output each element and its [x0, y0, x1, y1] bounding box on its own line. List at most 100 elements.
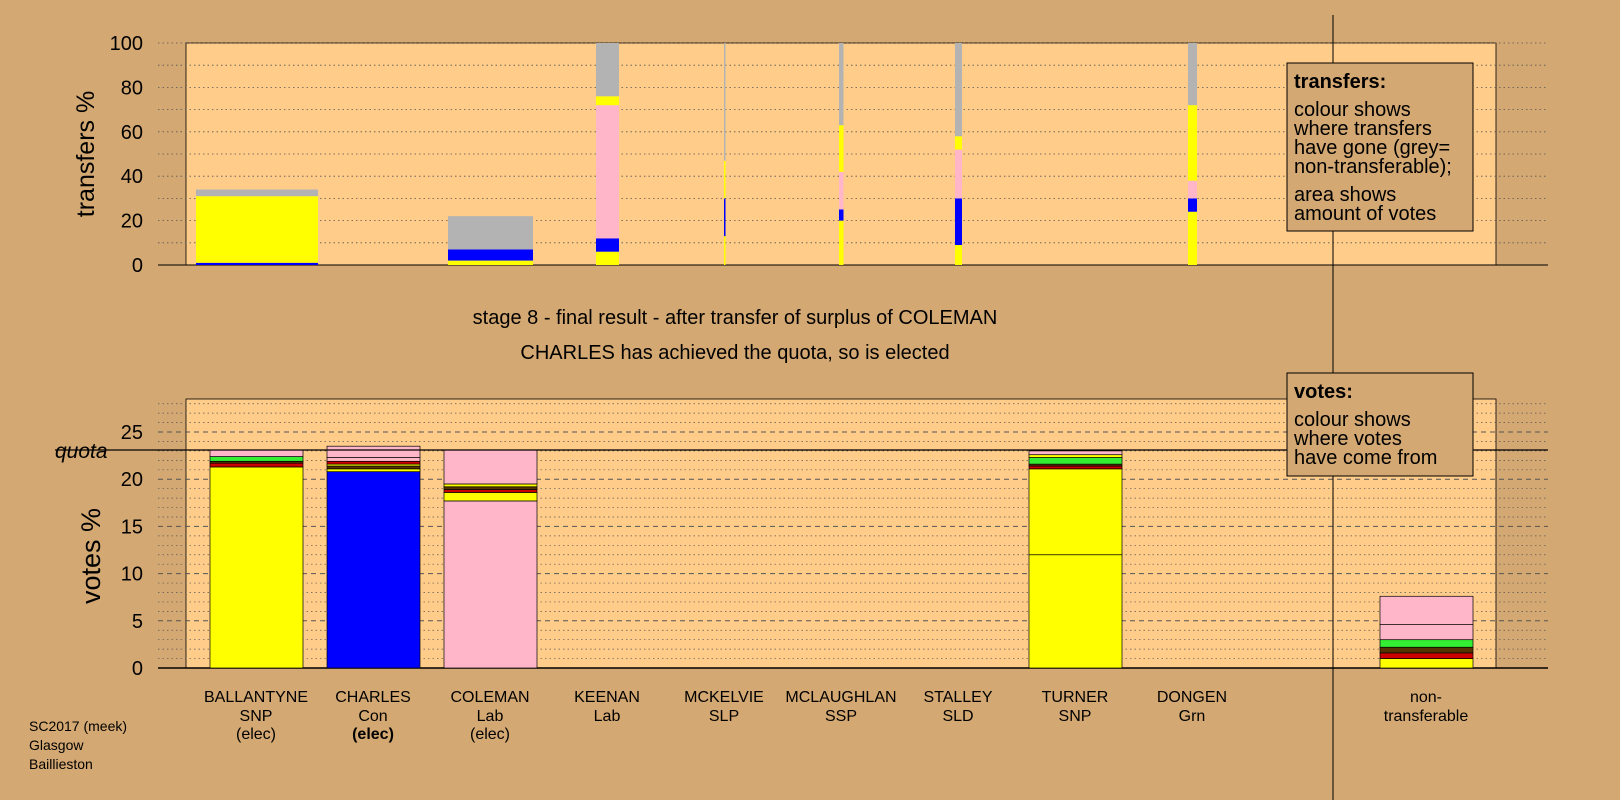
legend-transfers-title: transfers:: [1294, 71, 1386, 93]
legend-votes-line: where votes: [1293, 428, 1402, 450]
legend-votes-title: votes:: [1294, 381, 1353, 403]
legend-transfers-line: area shows: [1294, 184, 1396, 206]
vote-segment: [1028, 468, 1123, 556]
transfer-segment: [196, 196, 318, 257]
candidate-party: SLD: [942, 708, 973, 725]
transfer-segment: [955, 43, 962, 137]
transfer-segment: [955, 149, 962, 199]
votes-tick-label: 5: [132, 611, 143, 633]
vote-segment: [326, 471, 421, 669]
vote-segment: [326, 457, 421, 462]
candidate-party: Con: [358, 708, 387, 725]
transfer-segment: [196, 189, 318, 197]
vote-segment: [326, 465, 421, 470]
candidate-status: (elec): [236, 726, 276, 743]
transfer-segment: [596, 43, 619, 97]
vote-segment: [1028, 450, 1123, 456]
nontransferable-label-line: transferable: [1384, 708, 1469, 725]
transfers-tick-label: 0: [132, 255, 143, 277]
vote-segment: [1028, 465, 1123, 470]
transfer-segment: [724, 198, 726, 237]
candidate-party: Grn: [1179, 708, 1206, 725]
transfer-segment: [596, 238, 619, 252]
vote-segment: [1028, 554, 1123, 669]
vote-segment: [1379, 639, 1474, 648]
candidate-name: MCKELVIE: [684, 689, 764, 706]
candidate-name: DONGEN: [1157, 689, 1227, 706]
candidate-party: Lab: [594, 708, 621, 725]
nontransferable-label-line: non-: [1410, 689, 1442, 706]
transfer-segment: [839, 209, 844, 221]
transfer-segment: [1188, 105, 1197, 181]
transfers-tick-label: 80: [121, 77, 143, 99]
vote-segment: [443, 489, 538, 493]
vote-segment: [209, 462, 304, 468]
candidate-label-mclaughlan: MCLAUGHLAN SSP: [785, 689, 896, 725]
vote-segment: [1379, 624, 1474, 641]
footer-ward: Baillieston: [29, 756, 93, 772]
transfers-tick-label: 40: [121, 166, 143, 188]
vote-bar-ballantyne: [209, 449, 304, 669]
legend-transfers-box: [1286, 62, 1474, 232]
transfer-column-ballantyne: [196, 189, 318, 265]
candidate-label-ballantyne: BALLANTYNE SNP(elec): [204, 689, 308, 743]
candidate-name: TURNER: [1042, 689, 1109, 706]
transfer-column-keenan: [596, 43, 619, 265]
candidate-party: SLP: [709, 708, 739, 725]
candidate-label-keenan: KEENAN Lab: [574, 689, 640, 725]
legend-votes-box: [1286, 372, 1474, 477]
transfers-axis-label: transfers %: [72, 91, 100, 217]
candidate-label-coleman: COLEMAN Lab(elec): [450, 689, 529, 743]
transfer-segment: [724, 236, 726, 265]
transfer-segment: [596, 251, 619, 265]
votes-tick-label: 15: [121, 516, 143, 538]
candidate-name: BALLANTYNE: [204, 689, 308, 706]
transfer-segment: [1188, 211, 1197, 265]
candidate-label-stalley: STALLEY SLD: [923, 689, 992, 725]
transfer-column-coleman: [448, 216, 533, 265]
transfers-tick-label: 60: [121, 122, 143, 144]
candidate-status: (elec): [470, 726, 510, 743]
vote-segment: [209, 466, 304, 669]
vote-segment: [1379, 595, 1474, 625]
transfer-segment: [448, 216, 533, 250]
candidate-party: SSP: [825, 708, 857, 725]
transfer-segment: [724, 160, 726, 199]
transfer-column-dongen: [1188, 43, 1197, 265]
vote-segment: [1028, 457, 1123, 465]
legend-transfers-line: have gone (grey=: [1294, 137, 1450, 159]
elected-caption: CHARLES has achieved the quota, so is el…: [520, 342, 949, 364]
stage-caption: stage 8 - final result - after transfer …: [473, 307, 998, 329]
vote-segment: [443, 492, 538, 502]
transfer-column-mclaughlan: [839, 43, 844, 265]
footer-info: SC2017 (meek) Glasgow Baillieston: [29, 717, 127, 774]
votes-tick-label: 20: [121, 469, 143, 491]
vote-segment: [1379, 652, 1474, 659]
nontransferable-label: non-transferable: [1384, 689, 1469, 725]
vote-segment: [209, 449, 304, 457]
votes-axis-label: votes %: [76, 508, 106, 604]
transfer-segment: [196, 256, 318, 263]
legend-votes-line: colour shows: [1294, 409, 1411, 431]
candidate-label-charles: CHARLES Con(elec): [335, 689, 411, 743]
footer-election: SC2017 (meek): [29, 718, 128, 734]
vote-bar-coleman: [443, 449, 538, 669]
transfer-segment: [724, 43, 726, 161]
transfers-tick-label: 100: [110, 33, 143, 55]
transfer-segment: [839, 43, 844, 126]
transfer-segment: [448, 249, 533, 261]
vote-bar-non-transferable: [1379, 595, 1474, 669]
transfer-segment: [1188, 180, 1197, 199]
legend-transfers-line: amount of votes: [1294, 203, 1436, 225]
votes-tick-label: 10: [121, 564, 143, 586]
legend-transfers-line: where transfers: [1293, 118, 1432, 140]
vote-segment: [326, 468, 421, 473]
transfer-segment: [955, 136, 962, 150]
candidate-party: SNP: [1059, 708, 1092, 725]
transfer-segment: [1188, 198, 1197, 212]
vote-segment: [443, 500, 538, 669]
transfer-segment: [839, 125, 844, 172]
